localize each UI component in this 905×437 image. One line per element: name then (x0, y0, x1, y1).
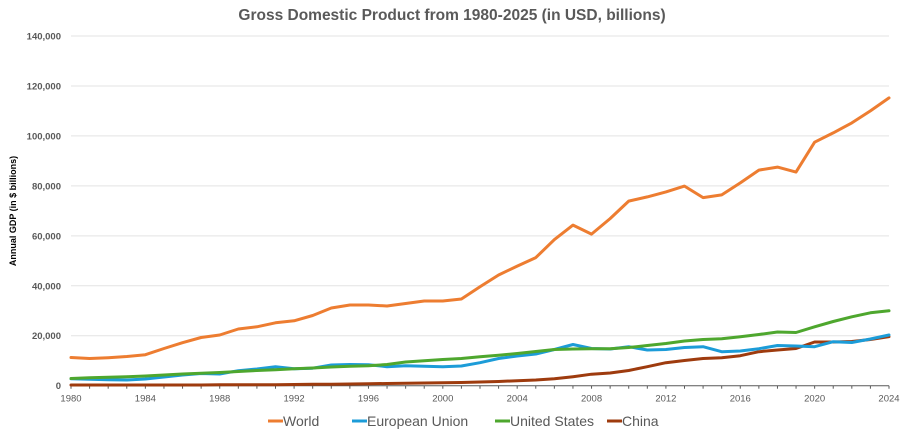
y-tick-label: 100,000 (27, 131, 61, 142)
legend-item-china: China (607, 413, 659, 429)
legend-label: United States (510, 413, 594, 429)
y-tick-label: 60,000 (32, 231, 61, 242)
x-tick-label: 1996 (358, 394, 379, 405)
x-tick-label: 2000 (432, 394, 453, 405)
y-tick-label: 0 (56, 381, 61, 392)
legend-label: China (622, 413, 659, 429)
legend-item-world: World (268, 413, 319, 429)
gridlines (71, 35, 889, 337)
chart-title: Gross Domestic Product from 1980-2025 (i… (238, 7, 665, 24)
legend-item-united-states: United States (495, 413, 594, 429)
x-tick-label: 1992 (284, 394, 305, 405)
y-tick-label: 80,000 (32, 181, 61, 192)
x-tick-label: 2012 (655, 394, 676, 405)
y-tick-label: 20,000 (32, 331, 61, 342)
y-tick-label: 40,000 (32, 281, 61, 292)
x-tick-label: 2024 (878, 394, 899, 405)
series-line-world (69, 96, 891, 360)
series-lines (69, 96, 891, 387)
y-axis-tick-labels: 0 20,000 40,000 60,000 80,000 100,000 120,000 1… (27, 32, 61, 393)
x-tick-label: 2020 (804, 394, 825, 405)
legend-label: World (283, 413, 319, 429)
x-tick-label: 1980 (60, 394, 81, 405)
legend: World European Union United States China (268, 413, 659, 429)
legend-label: European Union (367, 413, 468, 429)
x-tick-label: 1984 (135, 394, 156, 405)
series-line-china (69, 335, 891, 387)
x-tick-label: 2008 (581, 394, 602, 405)
y-tick-label: 140,000 (27, 32, 61, 43)
x-axis-tick-labels: 1980 1984 1988 1992 1996 2000 2004 2008 2012 2016… (60, 394, 899, 405)
x-tick-label: 2004 (507, 394, 528, 405)
series-line-united-states (69, 309, 891, 380)
y-axis-title: Annual GDP (in $ billions) (8, 156, 18, 266)
y-tick-label: 120,000 (27, 81, 61, 92)
x-tick-label: 2016 (730, 394, 751, 405)
x-tick-label: 1988 (209, 394, 230, 405)
legend-item-european-union: European Union (352, 413, 468, 429)
